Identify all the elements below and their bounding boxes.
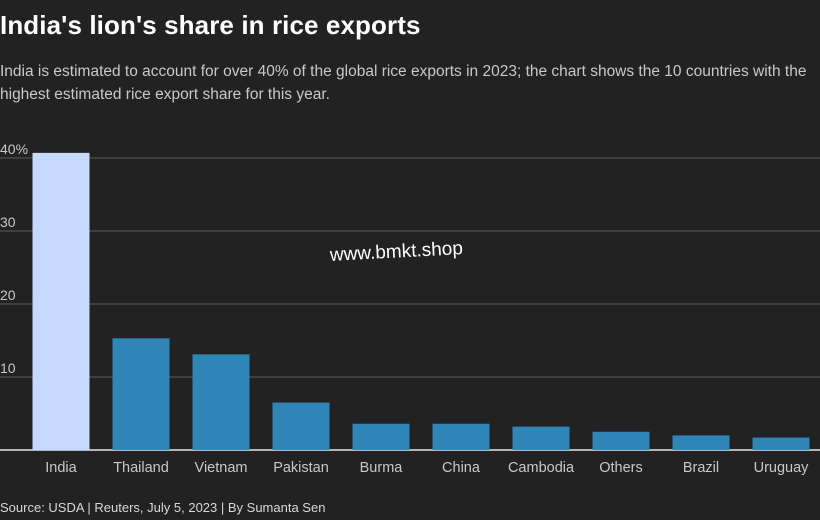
- x-tick-label: Brazil: [683, 460, 719, 476]
- x-tick-label: Thailand: [113, 460, 169, 476]
- x-tick-label: Others: [599, 460, 643, 476]
- bar-others: [592, 431, 650, 450]
- y-tick-label: 10: [0, 360, 16, 376]
- x-tick-label: Uruguay: [754, 460, 810, 476]
- bar-layer: [32, 152, 810, 450]
- bar-burma: [352, 423, 410, 450]
- bar-india: [32, 152, 90, 450]
- bar-brazil: [672, 435, 730, 450]
- bar-thailand: [112, 338, 170, 450]
- bar-uruguay: [752, 437, 810, 450]
- y-tick-label: 40%: [0, 141, 28, 157]
- y-tick-label: 30: [0, 214, 16, 230]
- source-footer: Source: USDA | Reuters, July 5, 2023 | B…: [0, 500, 326, 515]
- x-tick-label: Vietnam: [195, 460, 248, 476]
- x-tick-label: China: [442, 460, 481, 476]
- bar-vietnam: [192, 354, 250, 450]
- bar-cambodia: [512, 426, 570, 450]
- x-tick-label: Cambodia: [508, 460, 575, 476]
- x-tick-label: Burma: [360, 460, 404, 476]
- x-tick-label: Pakistan: [273, 460, 329, 476]
- x-tick-label: India: [45, 460, 77, 476]
- chart-subtitle: India is estimated to account for over 4…: [0, 63, 807, 103]
- bar-pakistan: [272, 402, 330, 450]
- chart-title: India's lion's share in rice exports: [0, 10, 421, 40]
- label-layer: India Thailand Vietnam Pakistan Burma China Ca…: [45, 460, 809, 476]
- bar-china: [432, 423, 490, 450]
- y-tick-label: 20: [0, 287, 16, 303]
- bar-chart: 10 20 30 40% India Thailand Vietnam Pakistan Bu…: [0, 141, 820, 476]
